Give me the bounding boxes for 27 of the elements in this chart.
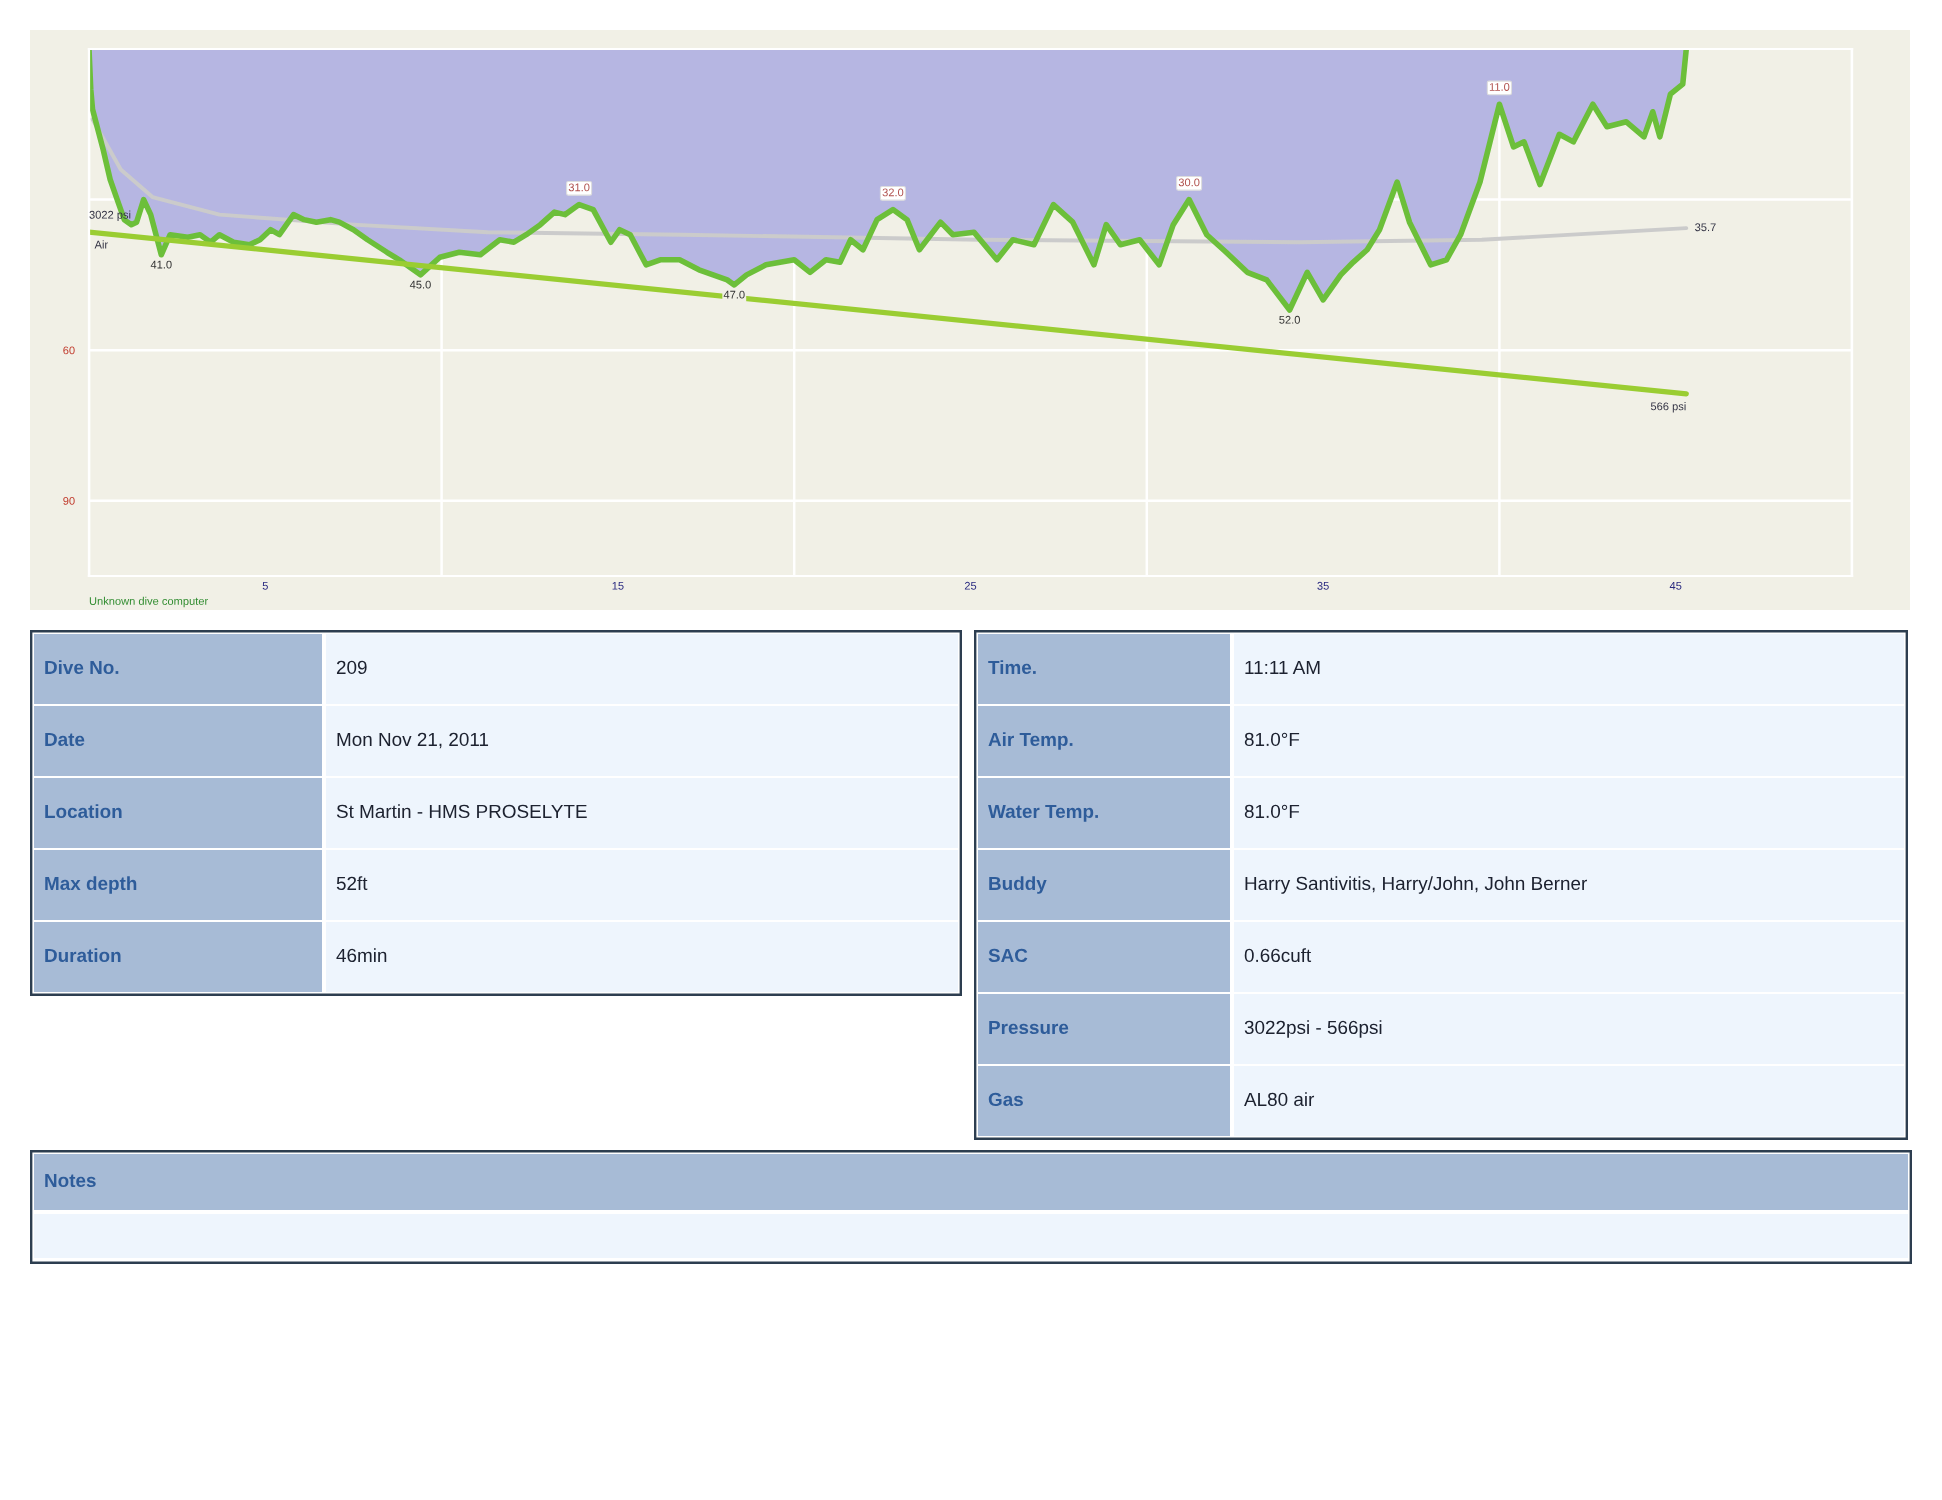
category-label: Date: [45, 732, 85, 747]
text: 209: [336, 660, 367, 675]
text: AL80 air: [1244, 1092, 1315, 1107]
text: Mon Nov 21, 2011: [337, 732, 489, 749]
text: 11:11 AM: [1245, 660, 1320, 674]
category-label: Location: [45, 804, 122, 819]
text: Notes: [45, 1173, 96, 1188]
line-series: [90, 117, 1689, 245]
text: St Martin - HMS PROSELYTE: [336, 804, 587, 819]
category-label: Dive No.: [45, 660, 119, 675]
text: Harry Santivitis, Harry/John, John Berner: [1245, 876, 1587, 894]
category-label: Pressure: [989, 1020, 1069, 1035]
text: 81.0°F: [1244, 804, 1300, 819]
category-label: Duration: [45, 948, 121, 963]
text: 52ft: [336, 876, 368, 891]
text: 81.0°F: [1244, 732, 1300, 747]
text: 46min: [336, 948, 387, 963]
category-label: Water Temp.: [988, 804, 1098, 822]
text: 0.66cuft: [1244, 948, 1312, 963]
category-label: Buddy: [989, 876, 1047, 894]
text: 3022psi - 566psi: [1244, 1020, 1382, 1038]
category-label: Max depth: [45, 876, 137, 894]
category-label: SAC: [988, 948, 1028, 963]
category-label: Time.: [988, 660, 1036, 675]
category-label: Gas: [988, 1092, 1023, 1107]
category-label: Air Temp.: [988, 732, 1073, 750]
line-series: [89, 49, 1690, 313]
